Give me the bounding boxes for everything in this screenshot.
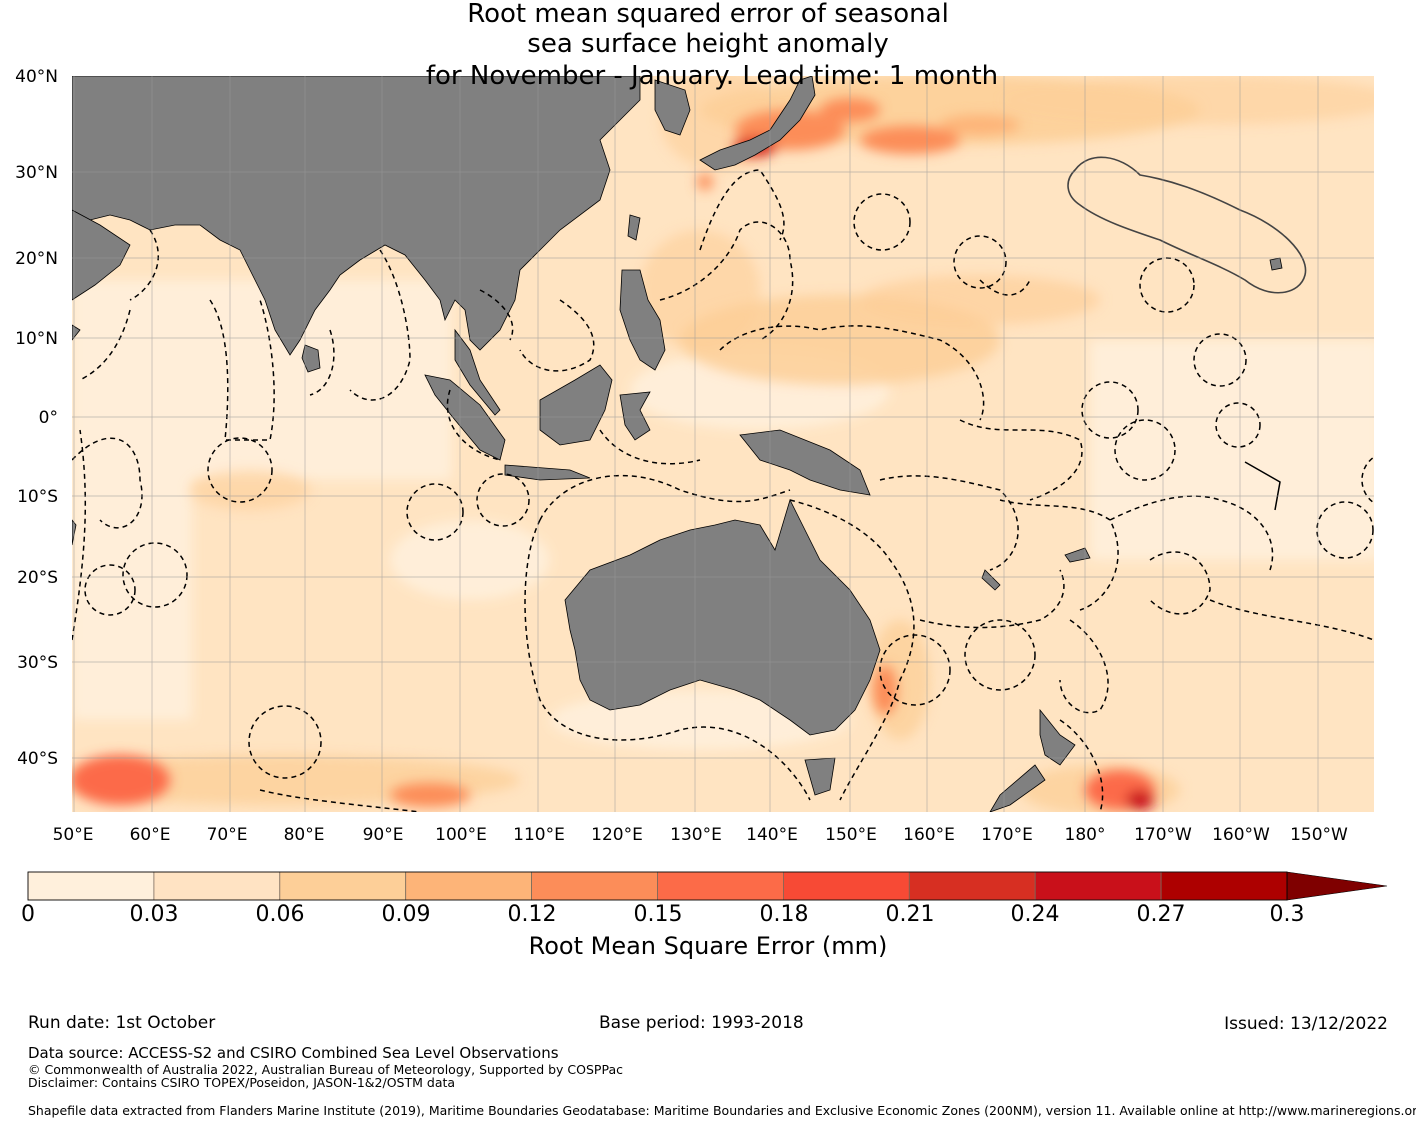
land: [72, 76, 1283, 812]
run-date: Run date: 1st October: [28, 1013, 216, 1033]
lat-label: 20°S: [17, 568, 58, 588]
colorbar-segment: [1160, 871, 1288, 901]
lon-label: 150°W: [1290, 825, 1348, 845]
lon-label: 150°E: [825, 825, 877, 845]
eez-boundaries: [72, 169, 1374, 812]
lon-label: 90°E: [363, 825, 404, 845]
chart-title-line-2: sea surface height anomaly: [527, 29, 889, 59]
colorbar-tick: 0.21: [885, 902, 935, 927]
colorbar-segment: [783, 871, 910, 901]
disclaimer: Disclaimer: Contains CSIRO TOPEX/Poseido…: [28, 1075, 456, 1090]
colorbar-tick: 0.24: [1010, 902, 1060, 927]
lon-label: 130°E: [670, 825, 722, 845]
colorbar-tick: 0.06: [255, 902, 305, 927]
colorbar-label: Root Mean Square Error (mm): [528, 932, 888, 960]
land-australia: [564, 498, 881, 736]
colorbar-tick: 0: [21, 902, 35, 927]
graticule: [72, 76, 1374, 812]
lon-tick-labels: 50°E 60°E 70°E 80°E 90°E 100°E 110°E 120…: [53, 825, 1349, 845]
colorbar: [27, 871, 1388, 901]
lon-label: 120°E: [591, 825, 643, 845]
colorbar-tick: 0.3: [1269, 902, 1305, 927]
base-period: Base period: 1993-2018: [599, 1013, 804, 1033]
lat-tick-labels: 40°N 30°N 20°N 10°N 0° 10°S 20°S 30°S 40…: [15, 67, 58, 769]
colorbar-segment: [908, 871, 1036, 901]
lat-label: 40°S: [17, 749, 58, 769]
colorbar-segment: [27, 871, 155, 901]
lon-label: 180°: [1065, 825, 1106, 845]
lon-label: 70°E: [207, 825, 248, 845]
issued-date: Issued: 13/12/2022: [1224, 1014, 1388, 1034]
lon-label: 50°E: [53, 825, 94, 845]
lon-label: 160°E: [903, 825, 955, 845]
colorbar-tick: 0.09: [381, 902, 431, 927]
lon-label: 170°W: [1134, 825, 1192, 845]
colorbar-segment: [405, 871, 533, 901]
chart-title-line-3: for November - January. Lead time: 1 mon…: [426, 61, 998, 91]
colorbar-segment: [531, 871, 658, 901]
lat-label: 40°N: [15, 67, 58, 87]
lat-label: 10°S: [17, 487, 58, 507]
lat-label: 30°S: [17, 653, 58, 673]
chart-title-line-1: Root mean squared error of seasonal: [467, 0, 949, 29]
lat-label: 20°N: [15, 249, 58, 269]
lon-label: 80°E: [284, 825, 325, 845]
colorbar-segment: [657, 871, 784, 901]
lat-label: 30°N: [15, 163, 58, 183]
data-source: Data source: ACCESS-S2 and CSIRO Combine…: [28, 1044, 559, 1062]
lon-label: 140°E: [746, 825, 798, 845]
colorbar-tick: 0.03: [129, 902, 179, 927]
colorbar-tick: 0.15: [633, 902, 683, 927]
lon-label: 100°E: [435, 825, 487, 845]
lat-label: 10°N: [15, 329, 58, 349]
lat-label: 0°: [39, 408, 58, 428]
lon-label: 160°W: [1212, 825, 1270, 845]
colorbar-tick: 0.12: [507, 902, 557, 927]
hawaii-eez-boundary: [1067, 156, 1307, 294]
colorbar-segment: [1034, 871, 1162, 901]
colorbar-extension-arrow: [1286, 871, 1388, 901]
colorbar-tick: 0.18: [759, 902, 809, 927]
copyright: © Commonwealth of Australia 2022, Austra…: [28, 1062, 623, 1077]
lon-label: 60°E: [130, 825, 171, 845]
shapefile-credit: Shapefile data extracted from Flanders M…: [28, 1103, 1416, 1118]
colorbar-segment: [279, 871, 407, 901]
colorbar-tick: 0.27: [1136, 902, 1186, 927]
lon-label: 110°E: [513, 825, 565, 845]
lon-label: 170°E: [981, 825, 1033, 845]
colorbar-outline: [27, 871, 1288, 901]
colorbar-segment: [153, 871, 281, 901]
land-asia: [72, 76, 641, 356]
